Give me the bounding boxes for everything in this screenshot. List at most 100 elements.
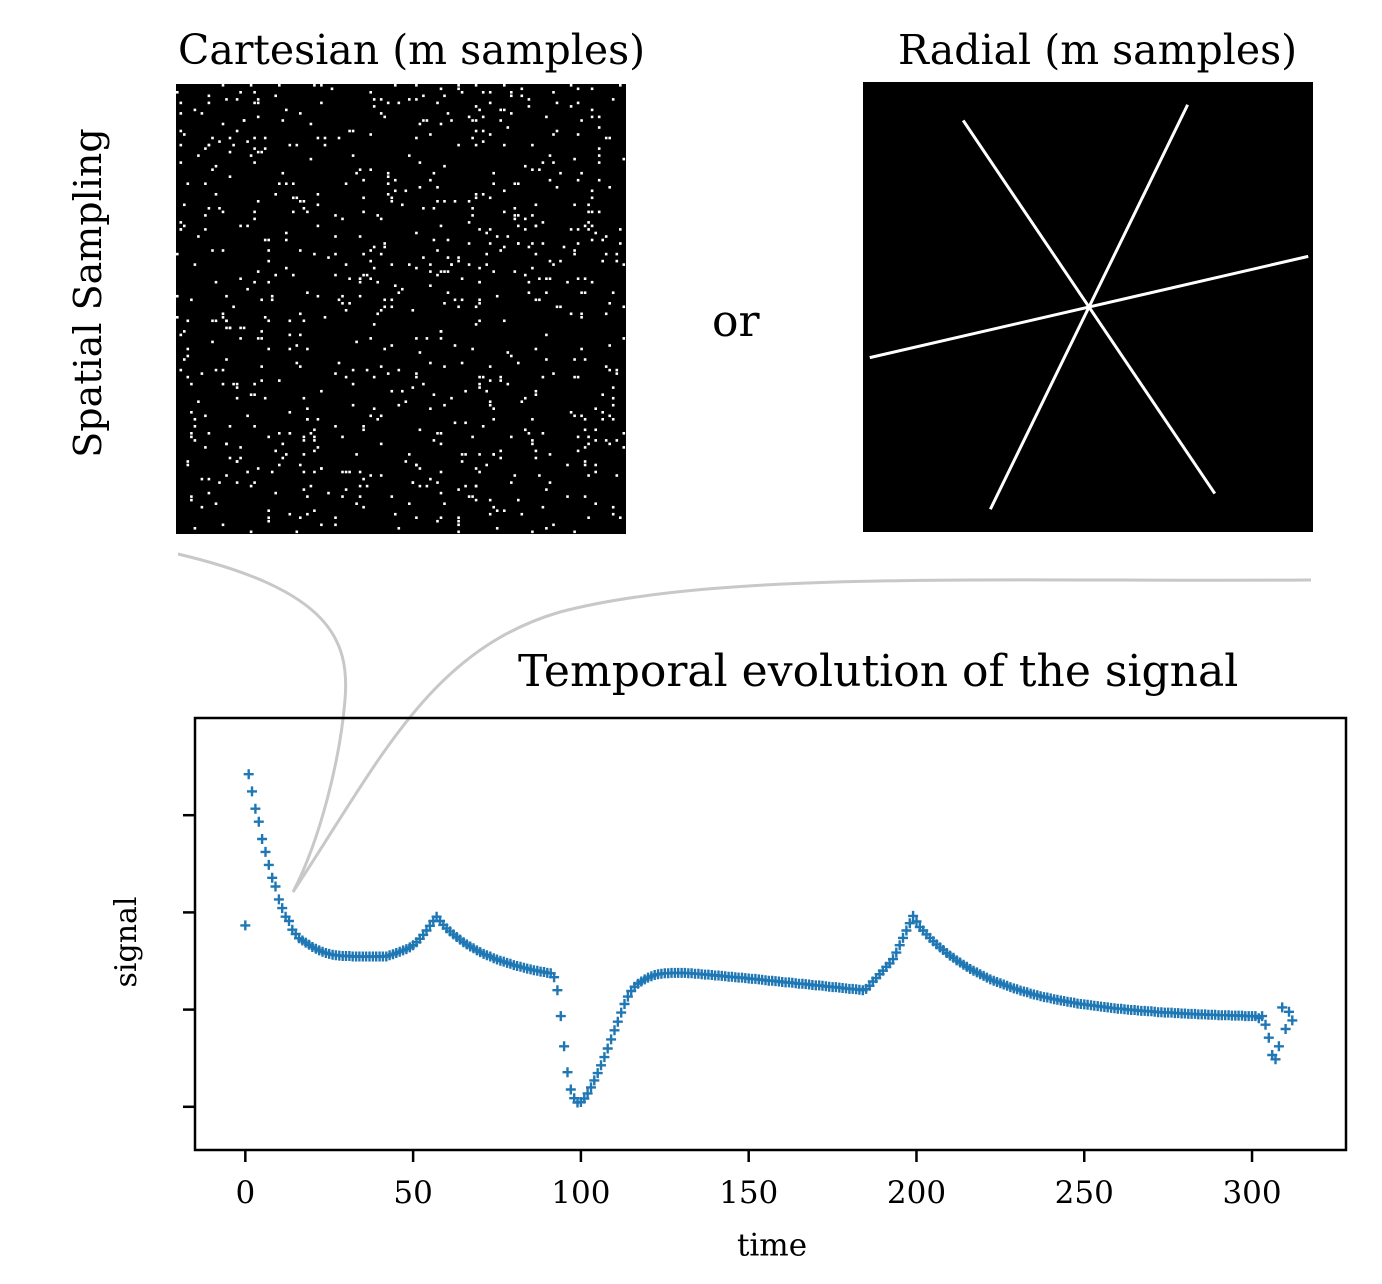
sample-point xyxy=(337,136,341,140)
sample-point xyxy=(408,502,411,505)
sample-point xyxy=(583,277,587,280)
sample-point xyxy=(358,484,362,488)
sample-point xyxy=(590,189,594,193)
sample-point xyxy=(499,456,502,460)
sample-point xyxy=(256,98,260,101)
data-point xyxy=(911,916,922,927)
sample-point xyxy=(467,263,471,266)
sample-point xyxy=(235,129,239,133)
sample-point xyxy=(590,238,594,242)
sample-point xyxy=(478,108,481,112)
sample-point xyxy=(517,214,520,217)
sample-point xyxy=(379,112,383,115)
data-point xyxy=(619,999,630,1009)
sample-point xyxy=(541,221,545,224)
sample-point xyxy=(499,119,502,122)
sample-point xyxy=(341,294,344,298)
sample-point xyxy=(306,512,309,516)
sample-point xyxy=(436,186,439,189)
sample-point xyxy=(432,207,436,210)
sample-point xyxy=(446,291,450,294)
sample-point xyxy=(583,224,587,228)
sample-point xyxy=(513,182,517,185)
sample-point xyxy=(316,203,320,207)
sample-point xyxy=(510,435,513,439)
sample-point xyxy=(594,502,597,505)
sample-point xyxy=(379,442,383,446)
sample-point xyxy=(274,449,277,453)
sample-point xyxy=(460,277,464,280)
data-point xyxy=(240,920,251,931)
sample-point xyxy=(538,474,541,477)
sample-point xyxy=(365,484,369,488)
sample-point xyxy=(246,287,249,291)
sample-point xyxy=(492,182,495,185)
sample-point xyxy=(376,280,379,284)
sample-point xyxy=(397,101,401,105)
sample-point xyxy=(587,442,590,446)
sample-point xyxy=(503,319,506,323)
sample-point xyxy=(253,147,256,150)
sample-point xyxy=(390,298,394,302)
sample-point xyxy=(362,477,365,481)
sample-point xyxy=(439,270,443,273)
sample-point xyxy=(590,87,594,91)
sample-point xyxy=(492,418,495,421)
sample-point xyxy=(355,453,358,456)
sample-point xyxy=(548,481,552,484)
sample-point xyxy=(186,347,190,351)
sample-point xyxy=(555,186,559,189)
sample-point xyxy=(555,129,559,133)
sample-point xyxy=(439,432,443,435)
sample-point xyxy=(513,270,517,273)
sample-point xyxy=(576,277,580,280)
sample-point xyxy=(274,94,277,98)
sample-point xyxy=(555,305,559,309)
sample-point xyxy=(207,101,211,105)
sample-point xyxy=(583,418,587,421)
sample-point xyxy=(481,425,485,428)
sample-point xyxy=(313,435,316,439)
sample-point xyxy=(267,249,270,252)
sample-point xyxy=(597,147,601,150)
sample-point xyxy=(242,119,246,122)
sample-point xyxy=(457,523,460,527)
sample-point xyxy=(309,484,313,488)
or-label: or xyxy=(712,296,760,347)
sample-point xyxy=(351,382,355,386)
sample-point xyxy=(390,389,394,393)
sample-point xyxy=(622,446,626,449)
sample-point xyxy=(270,294,274,298)
sample-point xyxy=(503,509,506,512)
sample-point xyxy=(397,527,401,530)
sample-point xyxy=(379,365,383,368)
sample-point xyxy=(221,382,225,386)
sample-point xyxy=(358,280,362,284)
sample-point xyxy=(562,245,566,249)
sample-point xyxy=(552,91,555,94)
sample-point xyxy=(256,115,260,119)
sample-point xyxy=(369,337,372,340)
sample-point xyxy=(316,418,320,421)
sample-point xyxy=(281,119,285,122)
sample-point xyxy=(302,435,306,439)
sample-point xyxy=(506,126,510,129)
sample-point xyxy=(386,182,390,185)
sample-point xyxy=(583,291,587,294)
sample-point xyxy=(235,481,239,484)
sample-point xyxy=(604,252,608,256)
sample-point xyxy=(503,210,506,214)
sample-point xyxy=(608,442,611,446)
sample-point xyxy=(429,263,432,266)
sample-point xyxy=(590,108,594,112)
data-point xyxy=(1263,1032,1274,1043)
data-point xyxy=(1280,1024,1291,1034)
sample-point xyxy=(488,196,492,200)
sample-point xyxy=(306,495,309,498)
sample-point xyxy=(190,298,193,302)
sample-point xyxy=(492,453,495,456)
sample-point xyxy=(467,200,471,203)
sample-point xyxy=(576,178,580,182)
sample-point xyxy=(488,365,492,368)
sample-point xyxy=(569,312,573,316)
